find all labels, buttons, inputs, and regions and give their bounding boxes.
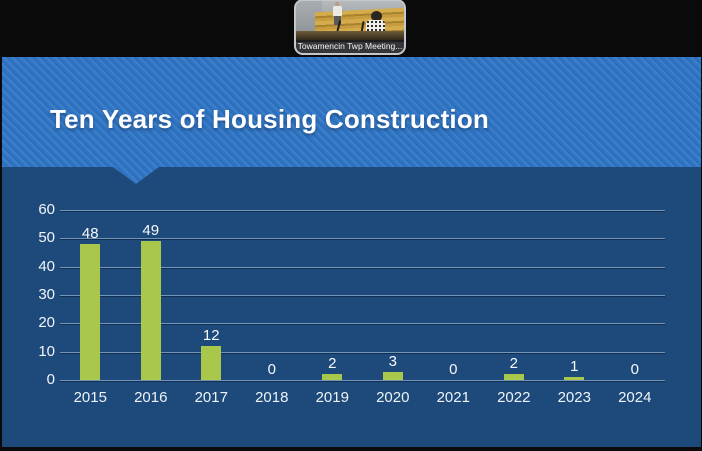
x-axis-label-2019: 2019	[315, 389, 349, 406]
bar-value-label: 3	[388, 352, 397, 370]
bar-column-2024: 0	[605, 210, 666, 380]
bar-column-2018: 0	[242, 210, 303, 380]
y-axis-tick-label: 40	[38, 257, 55, 275]
video-thumbnail[interactable]: Towamencin Twp Meeting...	[296, 1, 404, 53]
bar-value-label: 0	[267, 361, 276, 378]
chart-y-axis: 0 10 20 30 40 50 60	[2, 201, 55, 388]
bar-2015	[80, 244, 101, 380]
bar-2017	[201, 346, 222, 380]
x-axis-label-2021: 2021	[436, 389, 470, 406]
x-axis-label-2020: 2020	[376, 389, 410, 406]
x-axis-label-2015: 2015	[73, 389, 107, 406]
x-axis-label-2022: 2022	[497, 389, 531, 406]
bar-column-2021: 0	[423, 210, 484, 380]
bar-column-2023: 1	[544, 210, 605, 380]
y-axis-tick-label: 30	[38, 286, 55, 304]
standing-person-head	[334, 2, 339, 7]
bar-value-label: 0	[630, 361, 639, 378]
x-axis-label-2017: 2017	[194, 389, 228, 406]
bar-chart-plot-area	[60, 210, 665, 381]
chart-x-axis: 2015 2016 2017 2018 2019 2020 2021 2022 2023 2024	[60, 389, 665, 406]
y-axis-tick-label: 50	[38, 229, 55, 247]
slide-title: Ten Years of Housing Construction	[50, 104, 490, 134]
bar-2022	[503, 374, 524, 380]
bar-2020	[382, 371, 403, 380]
bar-column-2015: 48	[60, 210, 121, 380]
y-axis-tick-label: 20	[38, 314, 55, 332]
slide-title-band	[2, 57, 701, 184]
bar-value-label: 0	[449, 361, 458, 378]
gridline	[60, 380, 665, 381]
bar-2019	[322, 374, 343, 380]
chart-bars: 48 49 12 0 2 3 0 2 1 0	[60, 210, 665, 380]
x-axis-label-2024: 2024	[618, 389, 652, 406]
bar-value-label: 49	[142, 222, 160, 240]
bar-column-2020: 3	[363, 210, 424, 380]
bar-column-2022: 2	[484, 210, 545, 380]
seated-person-body	[366, 20, 386, 35]
x-axis-label-2018: 2018	[255, 389, 289, 406]
bar-value-label: 12	[202, 327, 220, 344]
x-axis-label-2016: 2016	[134, 389, 168, 406]
video-participant-name: Towamencin Twp Meeting...	[296, 40, 404, 53]
standing-person-legs	[333, 16, 341, 26]
gridline	[60, 351, 665, 353]
gridline	[60, 323, 665, 325]
bar-column-2017: 12	[181, 210, 242, 380]
gridline	[60, 210, 665, 211]
bar-value-label: 48	[81, 225, 99, 242]
standing-person-body	[332, 5, 342, 17]
bar-column-2019: 2	[302, 210, 363, 380]
video-room-desk	[296, 31, 404, 42]
bar-value-label: 2	[328, 355, 337, 373]
seated-person-head	[370, 11, 382, 22]
y-axis-tick-label: 10	[38, 342, 55, 360]
bar-value-label: 2	[509, 355, 518, 373]
x-axis-label-2023: 2023	[557, 389, 591, 406]
y-axis-tick-label: 60	[38, 201, 55, 219]
bar-column-2016: 49	[121, 210, 182, 380]
bar-2016	[140, 241, 161, 380]
bar-value-label: 1	[570, 358, 579, 376]
presentation-slide: Ten Years of Housing Construction 0 10 20 3…	[2, 57, 701, 447]
gridline	[60, 238, 665, 240]
gridline	[60, 295, 665, 296]
y-axis-tick-label: 0	[46, 371, 55, 389]
bar-2023	[564, 377, 585, 380]
gridline	[60, 266, 665, 268]
